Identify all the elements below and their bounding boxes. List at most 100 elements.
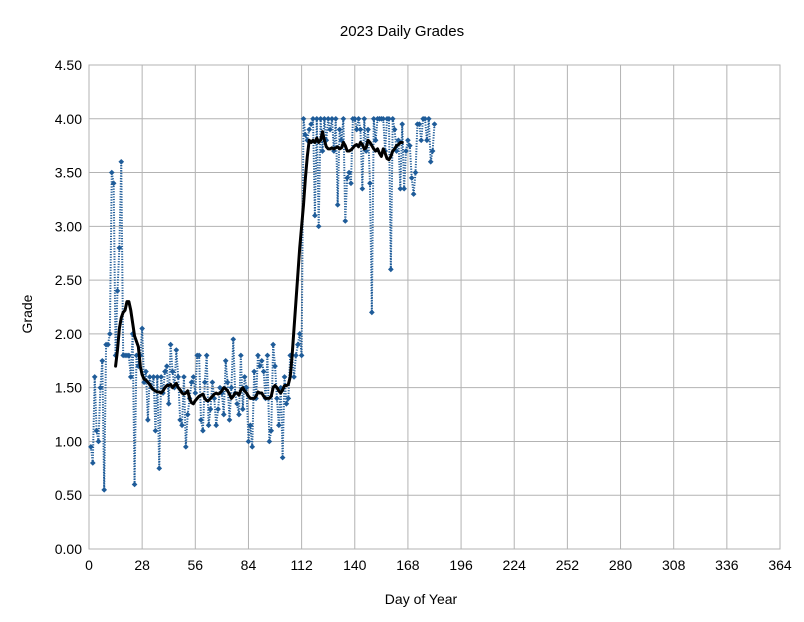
daily-grade-point (184, 411, 191, 418)
daily-grade-point (351, 115, 358, 122)
y-tick-label: 2.00 (55, 326, 82, 342)
daily-grade-point (266, 438, 273, 445)
daily-grade-point (294, 341, 301, 348)
daily-grade-point (213, 422, 220, 429)
daily-grade-point (258, 357, 265, 364)
daily-grade-point (268, 427, 275, 434)
daily-grade-point (205, 422, 212, 429)
x-tick-label: 336 (715, 557, 739, 573)
daily-grade-point (118, 158, 125, 165)
daily-grade-point (150, 374, 157, 380)
daily-grade-point (325, 115, 332, 122)
daily-grade-point (192, 390, 199, 396)
daily-grade-point (154, 374, 161, 380)
daily-grade-point (220, 411, 227, 418)
daily-grade-point (405, 137, 411, 144)
daily-grade-point (424, 137, 430, 144)
daily-grade-point (200, 427, 206, 434)
daily-grade-point (91, 374, 98, 380)
daily-grade-point (321, 115, 328, 122)
daily-grade-point (188, 379, 195, 386)
daily-grade-point (173, 347, 180, 353)
daily-grade-point (429, 148, 436, 154)
daily-grade-point (241, 374, 248, 380)
x-tick-label: 280 (609, 557, 633, 573)
daily-grade-point (110, 180, 117, 187)
daily-grade-point (410, 191, 417, 197)
daily-grade-point (336, 126, 343, 133)
daily-grade-point (355, 115, 362, 122)
daily-grade-point (357, 126, 364, 133)
daily-grade-point (245, 438, 252, 445)
daily-grade-point (279, 454, 286, 461)
y-tick-label: 4.50 (55, 57, 82, 73)
daily-grade-point (181, 374, 187, 380)
daily-grade-point (190, 374, 197, 380)
daily-grade-point (334, 201, 341, 208)
daily-grade-point (215, 406, 221, 413)
daily-grade-point (255, 352, 261, 359)
daily-grade-point (401, 185, 407, 192)
x-tick-label: 252 (556, 557, 580, 573)
daily-grade-point (372, 137, 379, 144)
daily-grade-point (264, 352, 271, 359)
grid-layer (88, 64, 781, 550)
daily-grade-point (386, 115, 392, 122)
daily-grade-point (416, 121, 423, 127)
daily-grade-point (127, 374, 134, 380)
daily-grade-point (285, 395, 292, 402)
y-tick-label: 3.00 (55, 218, 82, 234)
daily-grade-point (145, 417, 151, 423)
chart-title: 2023 Daily Grades (340, 23, 464, 40)
daily-grade-point (274, 395, 280, 402)
daily-grade-point (158, 374, 164, 380)
daily-grade-point (406, 142, 413, 149)
y-tick-label: 1.50 (55, 380, 82, 396)
x-tick-label: 84 (241, 557, 257, 573)
x-tick-label: 168 (396, 557, 420, 573)
daily-grade-point (344, 175, 351, 181)
daily-grade-point (179, 422, 185, 429)
daily-grade-point (342, 218, 349, 224)
x-tick-label: 112 (290, 557, 313, 573)
daily-grade-point (251, 368, 257, 375)
daily-grade-point (270, 341, 276, 348)
daily-grade-point (327, 126, 333, 133)
daily-grade-point (408, 175, 415, 181)
daily-grade-point (143, 368, 149, 375)
daily-grade-point (249, 443, 256, 450)
daily-grade-point (177, 417, 183, 423)
daily-grade-point (88, 443, 94, 450)
daily-grade-point (236, 411, 242, 418)
daily-grade-point (348, 180, 354, 187)
daily-grade-point (353, 126, 360, 133)
daily-grade-point (298, 352, 305, 359)
daily-grade-point (306, 126, 313, 133)
daily-grade-point (175, 374, 182, 380)
daily-grade-point (302, 132, 309, 138)
daily-grade-point (234, 400, 240, 407)
daily-grade-point (359, 185, 366, 192)
daily-grade-point (391, 126, 398, 133)
daily-grade-point (116, 245, 123, 251)
daily-grade-point (226, 417, 233, 423)
daily-grade-point (361, 115, 368, 122)
daily-grade-point (131, 481, 138, 488)
daily-grade-point (156, 465, 163, 472)
daily-grade-point (93, 427, 100, 434)
daily-grade-point (99, 357, 106, 364)
daily-grade-point (95, 438, 102, 445)
daily-grade-point (162, 368, 168, 375)
daily-grade-point (380, 115, 387, 122)
daily-grade-point (425, 115, 432, 122)
daily-grade-point (431, 121, 438, 127)
daily-grade-point (146, 374, 153, 380)
daily-grade-point (340, 115, 347, 122)
x-tick-label: 140 (343, 557, 367, 573)
x-tick-label: 196 (449, 557, 473, 573)
x-tick-label: 308 (662, 557, 686, 573)
daily-grade-point (260, 368, 267, 375)
